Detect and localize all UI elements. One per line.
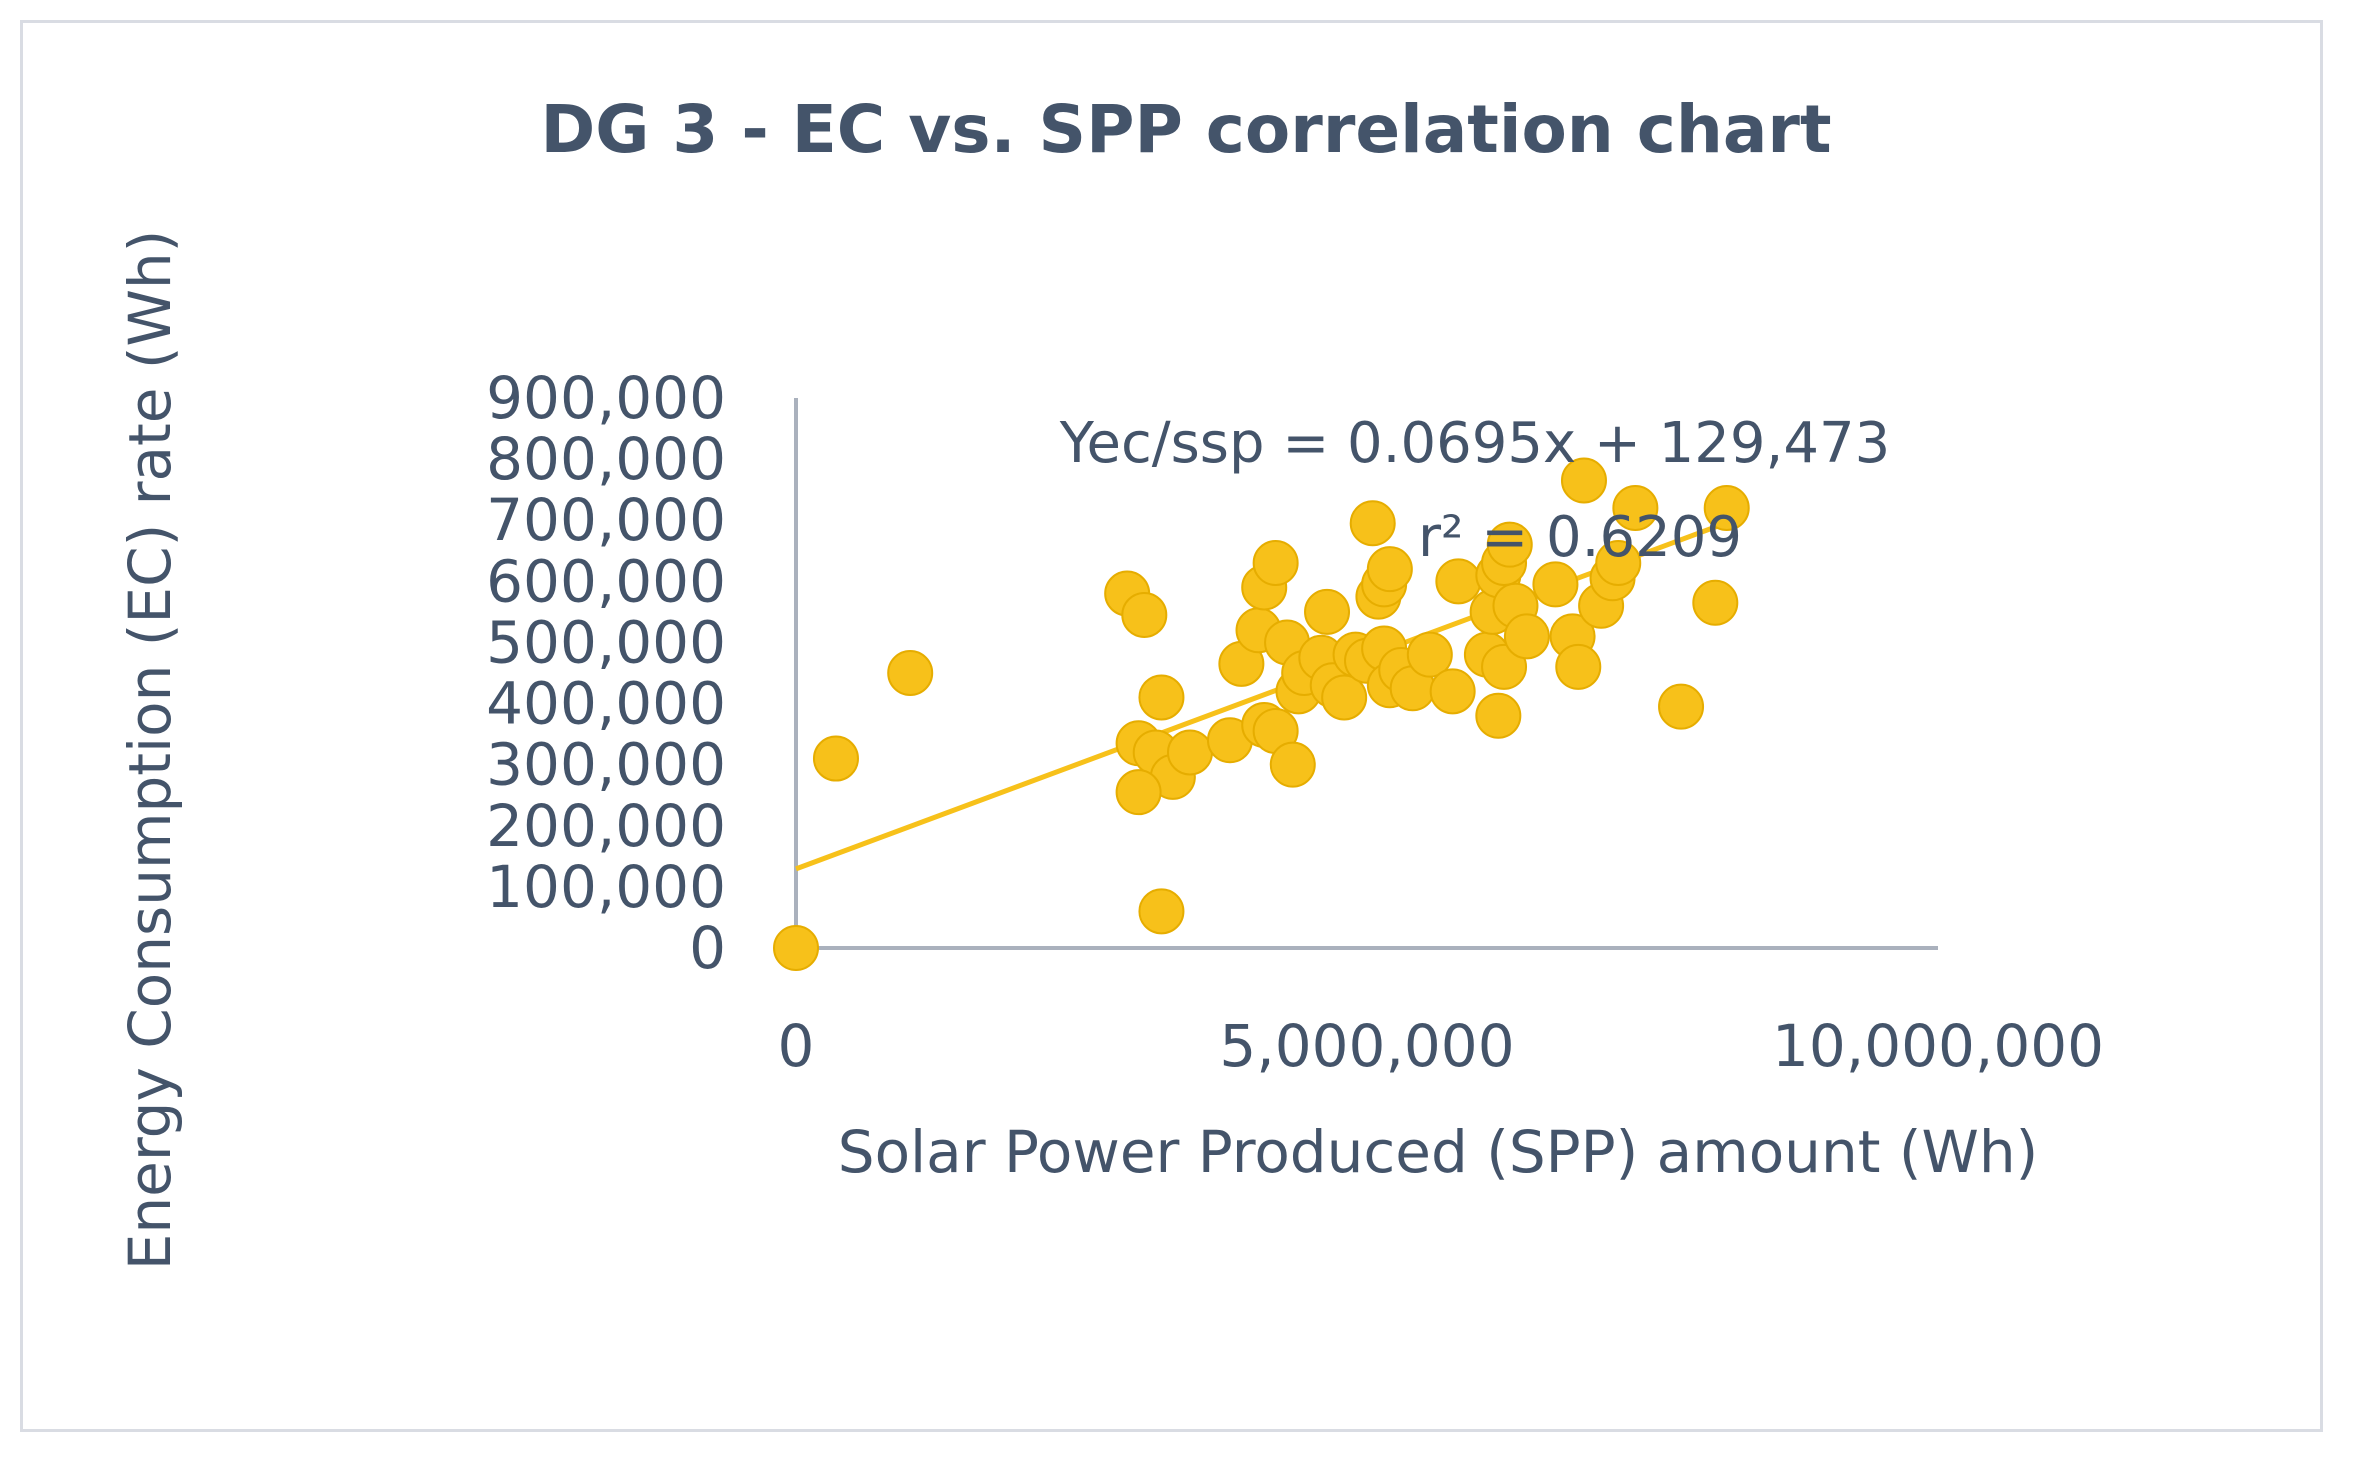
y-tick-label: 900,000: [486, 364, 726, 432]
chart-frame: [20, 20, 2323, 1432]
data-point: [1532, 561, 1579, 608]
data-point: [1252, 540, 1299, 586]
data-point: [1703, 485, 1750, 531]
trendline-equation: Yec/ssp = 0.0695x + 129,473: [1059, 411, 1890, 476]
y-tick-label: 300,000: [486, 731, 726, 799]
x-tick-label: 10,000,000: [1772, 1012, 2104, 1080]
y-tick-label: 200,000: [486, 792, 726, 860]
data-point: [1138, 674, 1185, 721]
data-point: [1486, 521, 1533, 568]
y-tick-label: 400,000: [486, 670, 726, 738]
y-axis-label: Energy Consumption (EC) rate (Wh): [116, 230, 184, 1271]
trendline-r-squared: r² = 0.6209: [1418, 505, 1742, 570]
data-point: [1429, 668, 1476, 715]
data-point: [1658, 683, 1705, 730]
x-tick-labels: 0 5,000,000 10,000,000: [778, 1012, 2105, 1080]
data-point: [773, 925, 819, 971]
data-points: [773, 457, 1750, 971]
data-point: [1503, 613, 1550, 660]
data-point: [1269, 741, 1316, 788]
y-tick-label: 800,000: [486, 425, 726, 493]
data-point: [1406, 631, 1453, 678]
y-tick-label: 0: [689, 914, 726, 982]
data-point: [887, 650, 934, 696]
data-point: [1115, 769, 1162, 816]
data-point: [1321, 674, 1368, 721]
x-tick-label: 0: [778, 1012, 815, 1080]
data-point: [1560, 457, 1607, 504]
data-point: [1138, 888, 1185, 935]
data-point: [1349, 500, 1396, 547]
y-tick-label: 100,000: [486, 853, 726, 921]
y-tick-label: 500,000: [486, 608, 726, 676]
data-point: [812, 735, 859, 782]
data-point: [1555, 643, 1602, 690]
data-point: [1121, 591, 1168, 638]
data-point: [1475, 692, 1522, 739]
data-point: [1166, 729, 1213, 776]
data-point: [1692, 579, 1739, 626]
y-tick-labels: 0100,000200,000300,000400,000500,000600,…: [486, 364, 726, 982]
data-point: [1595, 540, 1642, 586]
x-tick-label: 5,000,000: [1219, 1012, 1514, 1080]
data-point: [1304, 588, 1351, 635]
y-tick-label: 700,000: [486, 486, 726, 554]
axes: [794, 398, 1938, 950]
chart-title: DG 3 - EC vs. SPP correlation chart: [540, 91, 1831, 168]
y-tick-label: 600,000: [486, 547, 726, 615]
x-axis-label: Solar Power Produced (SPP) amount (Wh): [838, 1118, 2039, 1186]
data-point: [1366, 546, 1413, 593]
data-point: [1612, 485, 1659, 531]
